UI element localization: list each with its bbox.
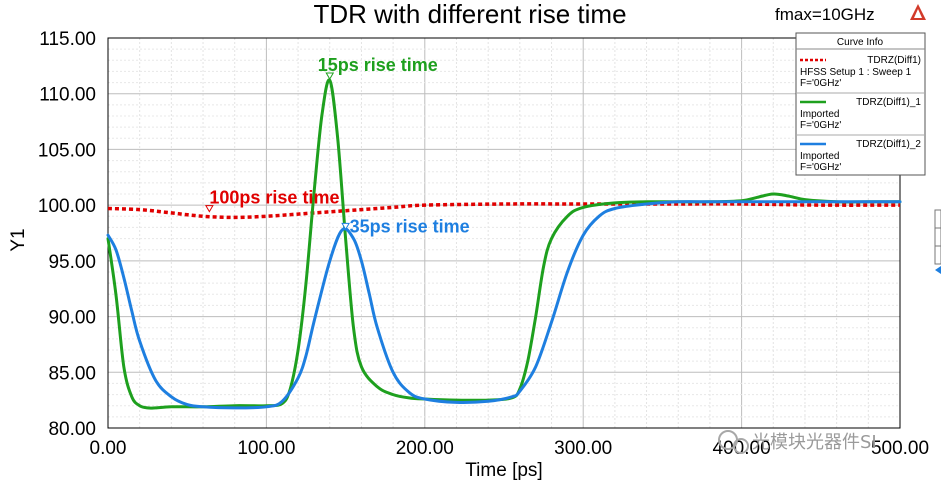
legend-entry-detail: Imported xyxy=(800,109,839,120)
marker-triangle-icon xyxy=(325,72,335,80)
series-line-3 xyxy=(106,200,902,410)
fmax-label: fmax=10GHz xyxy=(775,5,875,24)
chart-title: TDR with different rise time xyxy=(313,0,626,29)
legend[interactable]: Curve Info TDRZ(Diff1)HFSS Setup 1 : Swe… xyxy=(795,32,926,176)
y-tick-label: 105.00 xyxy=(38,140,96,161)
x-tick-label: 300.00 xyxy=(554,438,612,459)
legend-title: Curve Info xyxy=(837,37,884,48)
legend-entry-detail: F='0GHz' xyxy=(800,78,841,89)
annotation-label: 100ps rise time xyxy=(209,188,339,208)
series-line-1 xyxy=(107,202,901,220)
y-tick-label: 85.00 xyxy=(48,363,96,384)
legend-entry-detail: HFSS Setup 1 : Sweep 1 xyxy=(800,67,912,78)
legend-entry-name: TDRZ(Diff1) xyxy=(867,55,921,66)
marker-triangle-icon xyxy=(341,222,350,231)
logo-icon xyxy=(910,4,926,20)
x-tick-label: 0.00 xyxy=(90,438,127,459)
annotation-label: 35ps rise time xyxy=(350,216,470,236)
annotations: 15ps rise time 100ps rise time 35ps rise t… xyxy=(205,55,470,236)
x-axis-label: Time [ps] xyxy=(465,460,542,481)
y-tick-label: 115.00 xyxy=(39,29,96,50)
grid xyxy=(107,37,901,429)
legend-entry-detail: F='0GHz' xyxy=(800,162,841,173)
legend-entry-name: TDRZ(Diff1)_1 xyxy=(856,97,921,108)
series-line-2 xyxy=(106,78,902,410)
y-axis-ticks: 80.00 85.00 90.00 95.00 100.00 105.00 110.00 11… xyxy=(38,29,96,440)
plot-frame xyxy=(107,37,901,429)
y-axis-label: Y1 xyxy=(8,228,29,251)
annotation-label: 15ps rise time xyxy=(318,55,438,75)
y-tick-label: 80.00 xyxy=(48,419,96,440)
marker-triangle-icon xyxy=(205,205,214,213)
y-tick-label: 110.00 xyxy=(39,85,96,106)
y-tick-label: 95.00 xyxy=(48,252,96,273)
watermark: 光模块光器件SI xyxy=(718,430,877,454)
legend-entry-detail: F='0GHz' xyxy=(800,120,841,131)
x-tick-label: 500.00 xyxy=(871,438,929,459)
y-tick-label: 90.00 xyxy=(48,308,96,329)
series-group xyxy=(106,78,902,410)
x-axis-ticks: 0.00 100.00 200.00 300.00 400.00 500.00 xyxy=(90,438,930,459)
scroll-widget[interactable] xyxy=(934,209,941,274)
legend-entry-name: TDRZ(Diff1)_2 xyxy=(856,139,921,150)
x-tick-label: 200.00 xyxy=(396,438,454,459)
x-tick-label: 400.00 xyxy=(713,438,771,459)
x-tick-label: 100.00 xyxy=(237,438,295,459)
legend-entry-detail: Imported xyxy=(800,151,839,162)
watermark-text: 光模块光器件SI xyxy=(752,432,877,453)
y-tick-label: 100.00 xyxy=(38,196,96,217)
